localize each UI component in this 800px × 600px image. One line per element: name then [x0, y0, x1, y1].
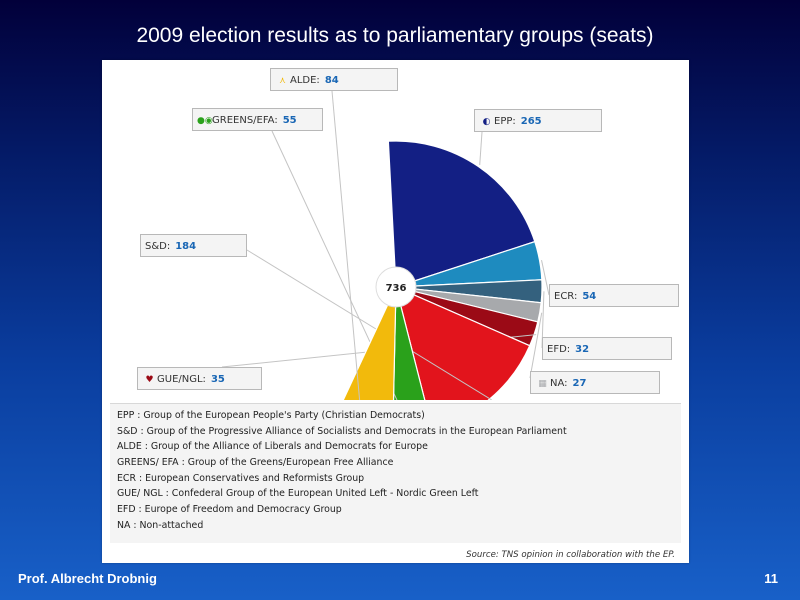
legend-item: GUE/ NGL : Confederal Group of the Europ… [117, 488, 479, 500]
slice-label-na: ▦ NA: 27 [530, 371, 660, 394]
slice-label-alde: ⋏ ALDE: 84 [270, 68, 398, 91]
slice-label-name: S&D: [145, 241, 171, 252]
slice-label-name: EPP: [494, 116, 516, 127]
slice-label-name: ALDE: [290, 75, 320, 86]
page-number: 11 [764, 571, 778, 586]
chart-figure: 736 ◐ EPP: 265 ECR: 54 EFD: 32 ▦ NA: 27 ♥ GUE/NGL: 3… [102, 60, 689, 563]
center-disk [375, 266, 417, 308]
legend-item: ECR : European Conservatives and Reformi… [117, 472, 365, 484]
leader-line-na [529, 312, 543, 379]
legend-item: ALDE : Group of the Alliance of Liberals… [117, 441, 428, 453]
leader-line-ecr [541, 259, 550, 296]
slice-label-value: 184 [175, 241, 197, 252]
legend-box: EPP : Group of the European People's Par… [110, 403, 681, 543]
leader-line-s-d [246, 249, 492, 400]
slide-title: 2009 election results as to parliamentar… [136, 24, 654, 47]
leader-line-epp [479, 131, 483, 165]
slice-label-gue-ngl: ♥ GUE/NGL: 35 [137, 367, 262, 390]
slice-label-epp: ◐ EPP: 265 [474, 109, 602, 132]
slice-epp [387, 140, 536, 288]
legend-item: EPP : Group of the European People's Par… [117, 410, 425, 421]
semicircle-pie-chart: 736 [221, 90, 550, 400]
na-logo-icon: ▦ [538, 379, 547, 389]
slice-label-s-d: S&D: 184 [140, 234, 247, 257]
legend-item: S&D : Group of the Progressive Alliance … [117, 425, 567, 437]
slice-alde [342, 288, 397, 400]
slice-label-efd: EFD: 32 [542, 337, 672, 360]
center-total-label: 736 [386, 283, 407, 294]
slice-label-value: 84 [324, 75, 339, 86]
slice-label-value: 265 [520, 116, 542, 127]
alde-logo-icon: ⋏ [279, 76, 286, 86]
slice-label-value: 32 [575, 344, 590, 355]
slice-s-d [395, 287, 531, 400]
legend-item: GREENS/ EFA : Group of the Greens/Europe… [117, 457, 394, 469]
epp-logo-icon: ◐ [482, 117, 491, 127]
legend-item: NA : Non-attached [117, 519, 204, 531]
slice-label-greens-efa: ●◉GREENS/EFA: 55 [192, 108, 323, 131]
slice-label-value: 27 [572, 378, 587, 389]
greens-efa-logo-icon: ●◉ [197, 116, 213, 126]
slice-label-name: GUE/NGL: [157, 374, 206, 385]
slice-label-name: ECR: [554, 291, 578, 302]
source-note: Source: TNS opinion in collaboration wit… [466, 550, 675, 560]
legend-item: EFD : Europe of Freedom and Democracy Gr… [117, 504, 342, 516]
slice-label-ecr: ECR: 54 [549, 284, 679, 307]
slice-label-value: 55 [282, 115, 297, 126]
slice-label-name: NA: [550, 378, 568, 389]
footer-author: Prof. Albrecht Drobnig [18, 571, 157, 586]
leader-line-alde [331, 90, 361, 400]
slice-label-name: EFD: [547, 344, 571, 355]
slice-label-name: GREENS/EFA: [212, 115, 278, 126]
gue-ngl-logo-icon: ♥ [145, 375, 154, 385]
slice-label-value: 35 [210, 374, 225, 385]
slice-label-value: 54 [582, 291, 597, 302]
